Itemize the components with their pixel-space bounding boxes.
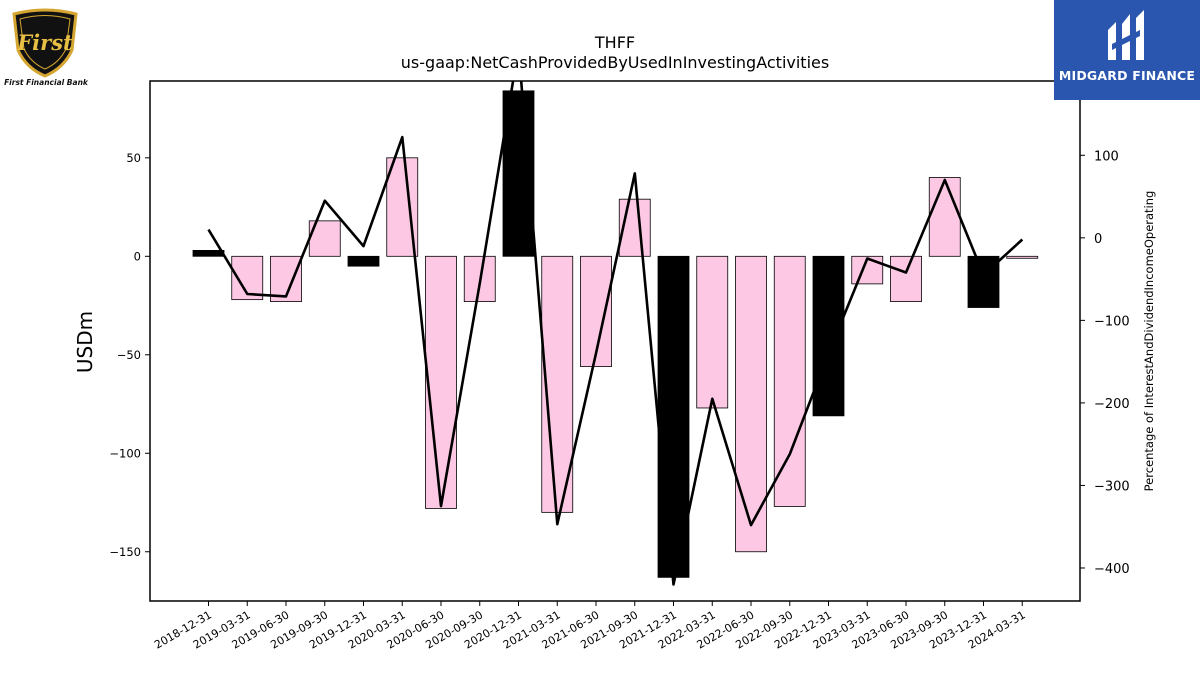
x-ticks: 2018-12-312019-03-312019-06-302019-09-30… (152, 601, 1028, 652)
y2-tick-label: −400 (1094, 562, 1130, 577)
y-tick-label: −50 (117, 348, 141, 362)
midgard-m-icon (1108, 10, 1144, 60)
y-ticks: 50 0 −50 −100 −150 (109, 151, 150, 559)
logo-left-emblem: First (16, 30, 73, 55)
line-layer (207, 81, 1024, 586)
bar-2022-03-31 (696, 255, 729, 409)
bar-2019-12-31 (347, 255, 380, 267)
y2-tick-label: −100 (1094, 314, 1130, 329)
y-tick-label: 0 (134, 249, 141, 263)
y2-tick-label: −200 (1094, 397, 1130, 412)
bars-layer (192, 90, 1039, 578)
percentage-line (207, 81, 1024, 586)
bar-2021-12-31 (657, 255, 690, 578)
chart-subtitle: us-gaap:NetCashProvidedByUsedInInvesting… (401, 53, 829, 72)
bar-2020-06-30 (425, 255, 457, 509)
chart-title: THFF (594, 33, 635, 52)
y2-tick-label: 0 (1094, 232, 1102, 247)
y2-tick-label: −300 (1094, 479, 1130, 494)
y-tick-label: −100 (109, 446, 141, 460)
first-shield-icon: First (12, 8, 78, 78)
y2-ticks: 100 0 −100 −200 −300 −400 (1080, 149, 1130, 577)
bar-2018-12-31 (192, 249, 225, 257)
bar-2024-03-31 (1006, 255, 1039, 259)
logo-left-caption: First Financial Bank (4, 78, 88, 87)
y-axis-label: USDm (73, 311, 97, 373)
y-tick-label: −150 (109, 545, 141, 559)
plot-frame (149, 80, 1081, 602)
bar-2021-09-30 (618, 198, 651, 257)
bar-2022-09-30 (773, 255, 806, 507)
y-tick-label: 50 (126, 151, 141, 165)
bar-2022-06-30 (735, 255, 767, 553)
y2-tick-label: 100 (1094, 149, 1119, 164)
first-financial-logo: First First Financial Bank (4, 6, 88, 87)
bar-2022-12-31 (812, 255, 845, 417)
bar-2023-06-30 (890, 255, 922, 303)
midgard-finance-logo: MIDGARD FINANCE (1054, 0, 1200, 100)
logo-right-caption: MIDGARD FINANCE (1058, 68, 1196, 83)
bar-2023-09-30 (928, 177, 961, 257)
y2-axis-label: Percentage of InterestAndDividendIncomeO… (1142, 191, 1156, 492)
